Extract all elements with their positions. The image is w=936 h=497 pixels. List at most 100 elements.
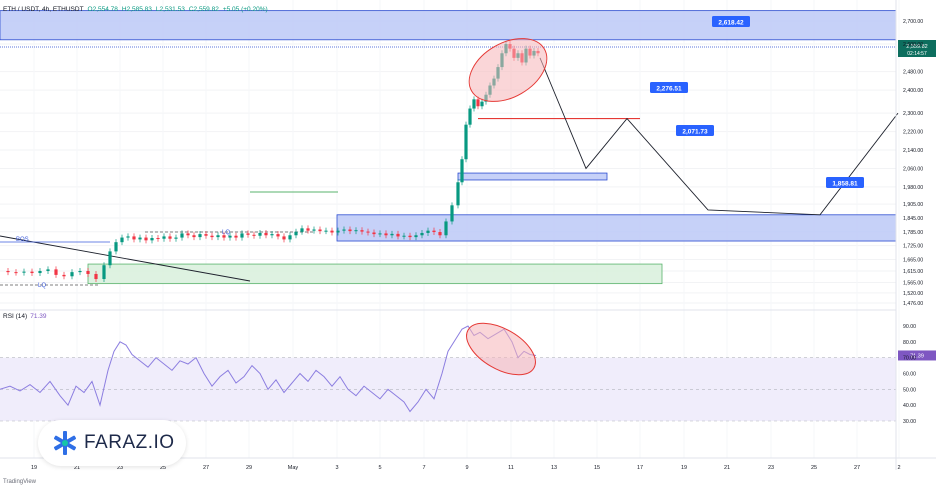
rsi-tick-label: 30.00 [903, 419, 916, 425]
candle-body [62, 274, 66, 277]
price-tick-label: 1,476.00 [903, 301, 923, 307]
price-label-box [826, 177, 864, 188]
downtrend-line [0, 235, 251, 282]
rsi-tick-label: 40.00 [903, 403, 916, 409]
low-value: L2,531.53 [155, 6, 185, 13]
candle-body [114, 242, 118, 252]
rsi-value-badge [898, 350, 936, 361]
candle-body [210, 235, 214, 238]
candle-body [150, 238, 154, 241]
candle-body [156, 238, 160, 240]
time-tick-label: 23 [117, 465, 123, 471]
time-tick-label: 9 [465, 465, 468, 471]
current-price-countdown: 02:14:57 [907, 51, 927, 57]
price-tick-label: 1,785.00 [903, 230, 923, 236]
price-label-box [712, 16, 750, 27]
price-label-text: 2,276.51 [656, 86, 682, 93]
candle-body [180, 233, 184, 238]
candle-body [438, 232, 442, 236]
candle-body [14, 272, 18, 274]
candle-body [318, 229, 322, 232]
rsi-tick-label: 90.00 [903, 324, 916, 330]
candle-body [354, 230, 358, 232]
candle-body [240, 233, 244, 238]
overlays: 2,618.42 2,276.51 2,071.73 1,858.81 2,559.82… [468, 16, 936, 216]
price-tick-label: 2,060.00 [903, 166, 923, 172]
zones [0, 10, 897, 285]
open-value: O2,554.78 [87, 6, 118, 13]
candle-body [216, 235, 220, 238]
candle-body [86, 270, 90, 274]
candle-body [426, 230, 430, 233]
rsi-tick-label: 80.00 [903, 340, 916, 346]
candle-body [6, 270, 10, 273]
price-tick-label: 2,480.00 [903, 70, 923, 76]
candle-body [464, 124, 468, 160]
candle-body [228, 235, 232, 238]
candle-body [126, 236, 130, 238]
candle-body [38, 270, 42, 274]
structure-lines: BOS LQ LQ [0, 46, 896, 289]
time-tick-label: 2 [897, 465, 900, 471]
candle-body [144, 237, 148, 241]
candle-body [396, 233, 400, 237]
symbol-title[interactable]: ETH / USDT, 4h, ETHUSDT [3, 6, 84, 13]
candle-body [204, 234, 208, 236]
candle-body [258, 232, 262, 236]
price-tick-label: 1,905.00 [903, 202, 923, 208]
candle-body [70, 272, 74, 277]
candle-body [264, 232, 268, 236]
price-label-box [650, 82, 688, 93]
time-tick-label: 19 [681, 465, 687, 471]
candle-body [30, 271, 34, 274]
price-tick-label: 1,565.00 [903, 280, 923, 286]
candle-body [336, 230, 340, 233]
rsi-tick-label: 60.00 [903, 372, 916, 378]
candle-body [276, 234, 280, 237]
zone-order-block [336, 214, 897, 242]
candle-body [54, 269, 58, 275]
time-tick-label: 17 [637, 465, 643, 471]
rsi-tick-label: 50.00 [903, 387, 916, 393]
candle-body [22, 271, 26, 273]
current-price-badge [898, 40, 936, 57]
candle-body [444, 221, 448, 236]
price-tick-label: 1,520.00 [903, 291, 923, 297]
brand-logo[interactable]: FARAZ.IO [38, 420, 186, 466]
rsi-header[interactable]: RSI (14) 71.39 [3, 313, 46, 320]
candle-body [94, 273, 98, 280]
candle-body [330, 230, 334, 233]
time-tick-label: 27 [854, 465, 860, 471]
candle-body [234, 235, 238, 238]
candle-body [324, 230, 328, 232]
candle-body [120, 237, 124, 243]
time-tick-label: 21 [74, 465, 80, 471]
candle-body [168, 236, 172, 239]
candle-body [46, 269, 50, 271]
highlight-ellipse-price [468, 38, 548, 102]
price-label-text: 1,858.81 [832, 181, 858, 188]
time-tick-label: 11 [508, 465, 514, 471]
time-tick-label: 13 [551, 465, 557, 471]
price-tick-label: 2,600.00 [903, 42, 923, 48]
price-tick-label: 1,665.00 [903, 257, 923, 263]
candle-body [402, 235, 406, 237]
candle-body [450, 205, 454, 222]
candle-body [294, 231, 298, 236]
tradingview-footer: TradingView [3, 479, 37, 485]
candle-body [186, 233, 190, 236]
candle-body [460, 159, 464, 183]
bos-label: BOS [16, 237, 29, 243]
time-tick-label: 23 [768, 465, 774, 471]
rsi-value-badge-text: 71.39 [910, 353, 924, 359]
change-value: +5.05 (+0.20%) [222, 6, 268, 13]
candle-body [102, 265, 106, 280]
faraz-logo-icon [53, 431, 77, 455]
candle-body [246, 233, 250, 235]
candle-body [420, 232, 424, 236]
time-tick-label: 3 [335, 465, 338, 471]
candle-body [372, 232, 376, 235]
price-tick-label: 1,615.00 [903, 269, 923, 275]
